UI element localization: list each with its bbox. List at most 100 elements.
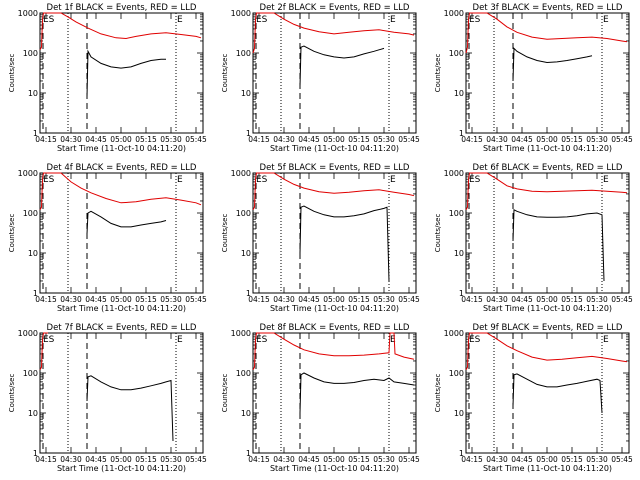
series-line-events xyxy=(86,210,167,234)
x-tick-label: 04:15 xyxy=(35,295,57,304)
x-tick-label: 05:15 xyxy=(135,135,157,144)
x-tick-label: 05:30 xyxy=(586,295,608,304)
x-tick-label: 04:45 xyxy=(511,455,533,464)
x-axis-label: Start Time (11-Oct-10 04:11:20) xyxy=(483,304,612,313)
marker-label: ES xyxy=(469,15,481,25)
marker-label: ES xyxy=(469,175,481,185)
x-tick-label: 04:30 xyxy=(60,135,82,144)
x-tick-label: 05:30 xyxy=(373,135,395,144)
series-line-lld xyxy=(252,172,415,211)
chart-title: Det 5f BLACK = Events, RED = LLD xyxy=(260,163,410,173)
x-tick-label: 05:00 xyxy=(536,455,558,464)
x-tick-label: 04:45 xyxy=(85,135,107,144)
y-tick-label: 1 xyxy=(33,129,38,138)
series-line-lld xyxy=(39,12,202,51)
series-line-events xyxy=(299,45,385,87)
x-axis-label: Start Time (11-Oct-10 04:11:20) xyxy=(483,144,612,153)
x-tick-label: 05:00 xyxy=(536,295,558,304)
x-tick-label: 05:15 xyxy=(135,455,157,464)
series-line-lld xyxy=(252,12,415,54)
x-tick-label: 04:30 xyxy=(60,295,82,304)
chart-panel-6: Det 6f BLACK = Events, RED = LLD 1 10 100 10… xyxy=(434,163,633,313)
chart-panel-3: Det 3f BLACK = Events, RED = LLD 1 10 100 10… xyxy=(434,3,633,153)
y-tick-label: 100 xyxy=(449,209,464,218)
x-tick-label: 05:15 xyxy=(561,135,583,144)
y-tick-label: 10 xyxy=(241,89,251,98)
y-tick-label: 1000 xyxy=(18,169,38,178)
x-tick-label: 05:30 xyxy=(160,135,182,144)
x-tick-label: 05:00 xyxy=(110,295,132,304)
y-tick-label: 10 xyxy=(28,249,38,258)
y-axis-label: Counts/sec xyxy=(434,374,442,413)
y-tick-label: 10 xyxy=(454,249,464,258)
series-line-events xyxy=(512,209,605,282)
marker-label: ES xyxy=(256,15,268,25)
x-tick-label: 05:45 xyxy=(398,135,420,144)
plot-frame xyxy=(465,172,630,294)
x-tick-label: 05:00 xyxy=(536,135,558,144)
x-tick-label: 05:45 xyxy=(398,455,420,464)
marker-label: E xyxy=(177,175,183,185)
y-tick-label: 1 xyxy=(246,129,251,138)
marker-label: E xyxy=(390,175,396,185)
series-line-events xyxy=(299,205,390,282)
x-tick-label: 04:30 xyxy=(273,135,295,144)
x-tick-label: 05:30 xyxy=(586,455,608,464)
x-tick-label: 05:30 xyxy=(586,135,608,144)
y-axis-label: Counts/sec xyxy=(434,214,442,253)
x-tick-label: 04:45 xyxy=(85,295,107,304)
x-tick-label: 05:00 xyxy=(323,295,345,304)
x-tick-label: 05:00 xyxy=(323,135,345,144)
marker-label: ES xyxy=(256,175,268,185)
y-tick-label: 1000 xyxy=(18,329,38,338)
marker-label: E xyxy=(603,15,609,25)
x-tick-label: 04:45 xyxy=(298,295,320,304)
x-tick-label: 05:45 xyxy=(398,295,420,304)
y-tick-label: 100 xyxy=(23,209,38,218)
chart-title: Det 2f BLACK = Events, RED = LLD xyxy=(260,3,410,13)
chart-title: Det 7f BLACK = Events, RED = LLD xyxy=(47,323,197,333)
y-tick-label: 1 xyxy=(459,449,464,458)
x-tick-label: 04:15 xyxy=(248,135,270,144)
series-line-lld xyxy=(39,172,202,211)
y-axis-label: Counts/sec xyxy=(221,374,229,413)
series-line-events xyxy=(86,49,166,97)
y-axis-label: Counts/sec xyxy=(221,214,229,253)
x-tick-label: 04:15 xyxy=(35,455,57,464)
chart-title: Det 9f BLACK = Events, RED = LLD xyxy=(473,323,623,333)
x-tick-label: 05:45 xyxy=(185,135,207,144)
chart-title: Det 4f BLACK = Events, RED = LLD xyxy=(47,163,197,173)
x-tick-label: 05:45 xyxy=(611,295,633,304)
x-tick-label: 05:45 xyxy=(185,295,207,304)
plot-frame xyxy=(252,12,417,134)
x-tick-label: 05:30 xyxy=(160,455,182,464)
x-tick-label: 04:15 xyxy=(461,455,483,464)
chart-panel-2: Det 2f BLACK = Events, RED = LLD 1 10 100 10… xyxy=(221,3,420,153)
x-tick-label: 04:45 xyxy=(298,455,320,464)
marker-label: ES xyxy=(256,335,268,345)
x-tick-label: 04:30 xyxy=(273,455,295,464)
x-tick-label: 04:45 xyxy=(511,295,533,304)
y-tick-label: 1 xyxy=(33,289,38,298)
chart-panel-7: Det 7f BLACK = Events, RED = LLD 1 10 100 10… xyxy=(8,323,207,473)
plot-frame xyxy=(465,12,630,134)
x-tick-label: 04:15 xyxy=(461,135,483,144)
marker-label: E xyxy=(390,335,396,345)
x-tick-label: 05:30 xyxy=(373,455,395,464)
x-tick-label: 05:15 xyxy=(561,295,583,304)
chart-title: Det 8f BLACK = Events, RED = LLD xyxy=(260,323,410,333)
y-tick-label: 1 xyxy=(459,289,464,298)
x-axis-label: Start Time (11-Oct-10 04:11:20) xyxy=(57,144,186,153)
y-tick-label: 100 xyxy=(236,49,251,58)
x-axis-label: Start Time (11-Oct-10 04:11:20) xyxy=(270,304,399,313)
series-line-events xyxy=(512,47,593,82)
y-tick-label: 100 xyxy=(449,369,464,378)
x-tick-label: 05:15 xyxy=(348,455,370,464)
y-tick-label: 1 xyxy=(33,449,38,458)
marker-label: E xyxy=(603,335,609,345)
marker-label: ES xyxy=(469,335,481,345)
y-tick-label: 100 xyxy=(23,49,38,58)
y-tick-label: 10 xyxy=(28,409,38,418)
x-tick-label: 05:15 xyxy=(348,295,370,304)
